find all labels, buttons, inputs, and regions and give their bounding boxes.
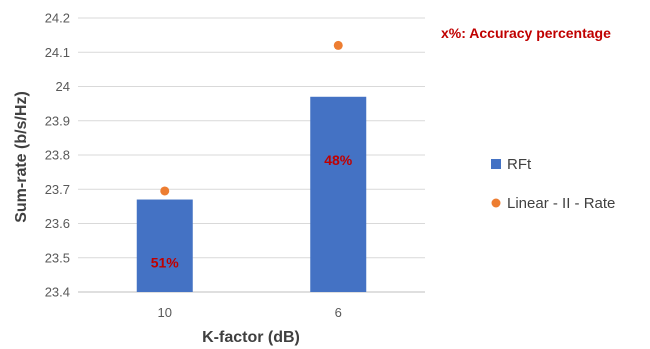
x-axis-title: K-factor (dB) xyxy=(202,329,300,346)
y-tick-label: 23.8 xyxy=(45,148,70,163)
bar xyxy=(310,96,367,293)
y-tick-label: 23.9 xyxy=(45,113,70,128)
y-tick-labels: 23.4 23.5 23.6 23.7 23.8 23.9 24 24.1 24.2 xyxy=(45,11,70,300)
y-tick-label: 23.4 xyxy=(45,285,70,300)
bar xyxy=(136,199,193,292)
bar-label: 51% xyxy=(151,255,180,271)
legend-swatch-linear xyxy=(491,198,501,208)
bar-label: 48% xyxy=(324,152,353,168)
y-tick-label: 24.1 xyxy=(45,45,70,60)
x-tick-label: 6 xyxy=(335,305,342,320)
legend-swatch-rft xyxy=(491,159,501,169)
y-tick-label: 23.7 xyxy=(45,182,70,197)
bar-labels: 51% 48% xyxy=(151,152,353,271)
x-tick-labels: 10 6 xyxy=(158,305,342,320)
legend: RFt Linear - II - Rate xyxy=(491,156,615,212)
y-tick-label: 24.2 xyxy=(45,11,70,26)
gridlines xyxy=(78,17,425,293)
point xyxy=(160,186,170,196)
legend-label-linear: Linear - II - Rate xyxy=(507,195,615,212)
bars xyxy=(136,96,367,293)
points xyxy=(160,40,343,196)
point xyxy=(333,40,343,50)
x-tick-label: 10 xyxy=(158,305,172,320)
y-tick-label: 23.5 xyxy=(45,250,70,265)
y-axis-title: Sum-rate (b/s/Hz) xyxy=(13,91,30,223)
y-tick-label: 23.6 xyxy=(45,216,70,231)
y-tick-label: 24 xyxy=(56,79,70,94)
legend-label-rft: RFt xyxy=(507,156,532,173)
accuracy-annotation: x%: Accuracy percentage xyxy=(441,25,611,41)
